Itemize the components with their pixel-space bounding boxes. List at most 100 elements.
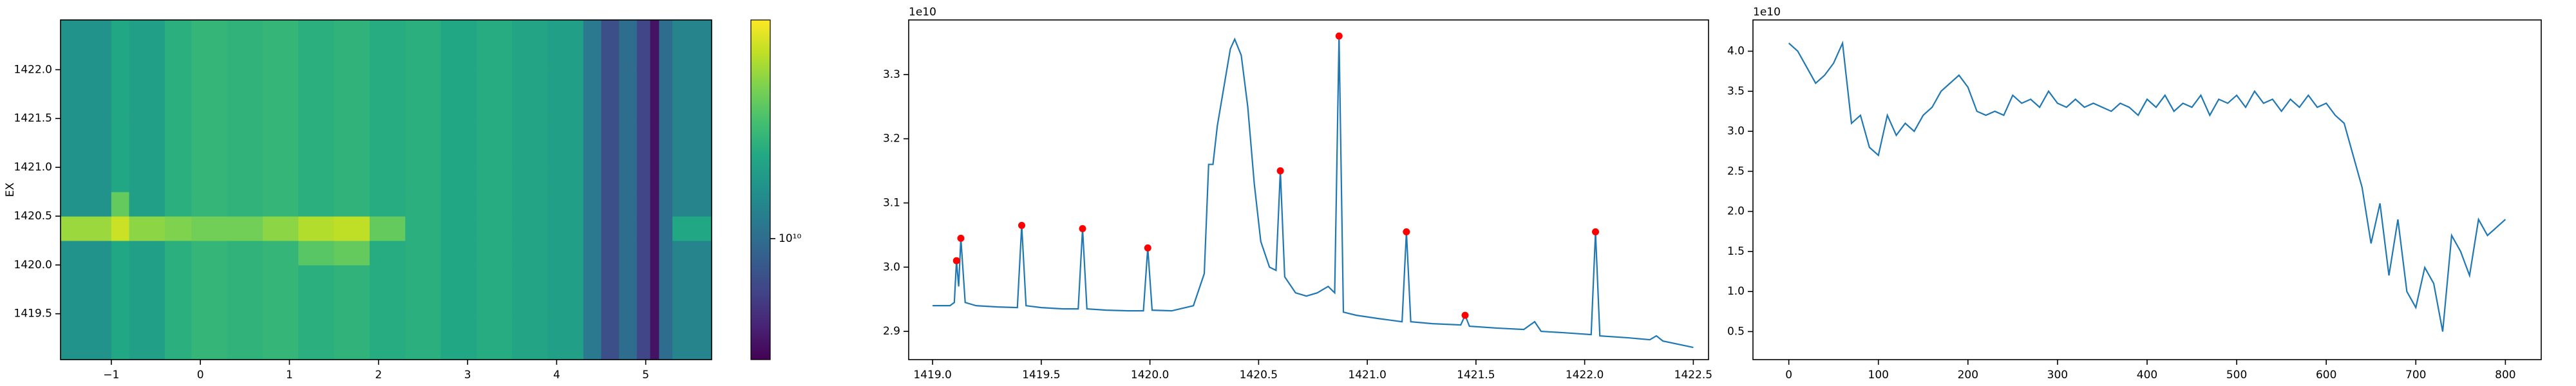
heatmap-cell <box>650 69 660 119</box>
heatmap-cell <box>440 240 477 266</box>
y-tick-label: 2.9 <box>883 325 900 338</box>
heatmap-cell <box>298 264 335 315</box>
heatmap-cell <box>164 192 192 217</box>
x-tick-label: 1422.5 <box>1674 369 1712 381</box>
heatmap-cell <box>164 167 192 192</box>
heatmap-cell <box>61 240 112 266</box>
heatmap-cell <box>298 192 335 217</box>
heatmap-cell <box>512 118 549 168</box>
heatmap-cell <box>262 118 299 168</box>
heatmap-cell <box>129 167 166 192</box>
peak-marker <box>957 234 965 242</box>
x-tick-label: 1421.0 <box>1348 369 1386 381</box>
axes-frame <box>908 19 1709 360</box>
heatmap-cell <box>583 192 602 217</box>
heatmap-cell <box>672 167 712 192</box>
heatmap-cell <box>227 313 263 360</box>
heatmap-cell <box>601 167 620 192</box>
heatmap-cell <box>512 167 549 192</box>
heatmap-cell <box>405 69 442 119</box>
heatmap-cell <box>547 69 584 119</box>
heatmap-cell <box>601 264 620 315</box>
peak-marker <box>1079 225 1086 232</box>
heatmap-cell <box>583 118 602 168</box>
heatmap-cell <box>476 240 513 266</box>
heatmap-cell <box>440 167 477 192</box>
heatmap-cell <box>369 20 406 70</box>
heatmap-cell <box>476 167 513 192</box>
heatmap-cell <box>659 69 673 119</box>
offset-text: 1e10 <box>909 6 936 19</box>
heatmap-cell <box>547 313 584 360</box>
heatmap-cell <box>405 264 442 315</box>
x-tick-label: 1419.0 <box>913 369 951 381</box>
heatmap-cell <box>512 20 549 70</box>
heatmap-cell <box>619 167 638 192</box>
y-tick-label: 1419.5 <box>14 308 52 320</box>
heatmap-cell <box>334 313 370 360</box>
heatmap-cell <box>191 118 228 168</box>
heatmap-cell <box>111 167 130 192</box>
x-tick-label: 3 <box>464 369 471 381</box>
heatmap-cell <box>440 118 477 168</box>
heatmap-cell <box>227 20 263 70</box>
heatmap-cell <box>61 69 112 119</box>
heatmap-cell <box>227 167 263 192</box>
heatmap-cell <box>191 240 228 266</box>
x-tick-label: 100 <box>1868 369 1889 381</box>
heatmap-cell <box>334 167 370 192</box>
heatmap-cell <box>111 240 130 266</box>
heatmap-cell <box>636 240 651 266</box>
heatmap-cell <box>659 240 673 266</box>
heatmap-cell <box>440 69 477 119</box>
heatmap-cell <box>369 192 406 217</box>
y-tick-label: 3.0 <box>1727 125 1745 138</box>
heatmap-cell <box>636 264 651 315</box>
heatmap-cell <box>547 192 584 217</box>
heatmap-cell <box>129 69 166 119</box>
heatmap-cell <box>601 20 620 70</box>
y-tick-label: 2.0 <box>1727 205 1745 218</box>
y-tick-label: 1422.0 <box>14 63 52 76</box>
heatmap-cell <box>129 118 166 168</box>
heatmap-cell <box>601 240 620 266</box>
y-tick-label: 1421.0 <box>14 161 52 174</box>
heatmap-cell <box>583 264 602 315</box>
heatmap-cell <box>650 20 660 70</box>
heatmap-cell <box>601 118 620 168</box>
heatmap-cell <box>476 313 513 360</box>
heatmap-cell <box>440 192 477 217</box>
x-tick-label: 1 <box>286 369 293 381</box>
heatmap-cell <box>672 216 712 241</box>
heatmap-cell <box>405 167 442 192</box>
heatmap-cell <box>583 167 602 192</box>
heatmap-cell <box>636 69 651 119</box>
y-tick-label: 1.0 <box>1727 285 1745 298</box>
heatmap-cell <box>650 167 660 192</box>
heatmap-cell <box>298 167 335 192</box>
heatmap-cell <box>636 20 651 70</box>
heatmap-cell <box>61 20 112 70</box>
heatmap-cell <box>369 118 406 168</box>
heatmap-cell <box>650 313 660 360</box>
line-series <box>933 35 1694 349</box>
axes-frame <box>1752 19 2542 360</box>
heatmap-cell <box>111 69 130 119</box>
heatmap-cell <box>191 216 228 241</box>
x-tick-label: 1421.5 <box>1457 369 1495 381</box>
heatmap-cell <box>405 313 442 360</box>
heatmap-cell <box>512 216 549 241</box>
heatmap-cell <box>262 264 299 315</box>
heatmap-cell <box>476 216 513 241</box>
heatmap-cell <box>619 240 638 266</box>
heatmap-cell <box>601 313 620 360</box>
heatmap-cell <box>129 313 166 360</box>
heatmap-cell <box>227 118 263 168</box>
heatmap-cell <box>659 216 673 241</box>
heatmap-cell <box>298 216 335 241</box>
y-tick-label: 3.2 <box>883 133 900 145</box>
heatmap-cell <box>672 20 712 70</box>
y-axis-label: EX <box>4 182 17 197</box>
heatmap-cell <box>650 192 660 217</box>
x-tick-label: 700 <box>2405 369 2426 381</box>
